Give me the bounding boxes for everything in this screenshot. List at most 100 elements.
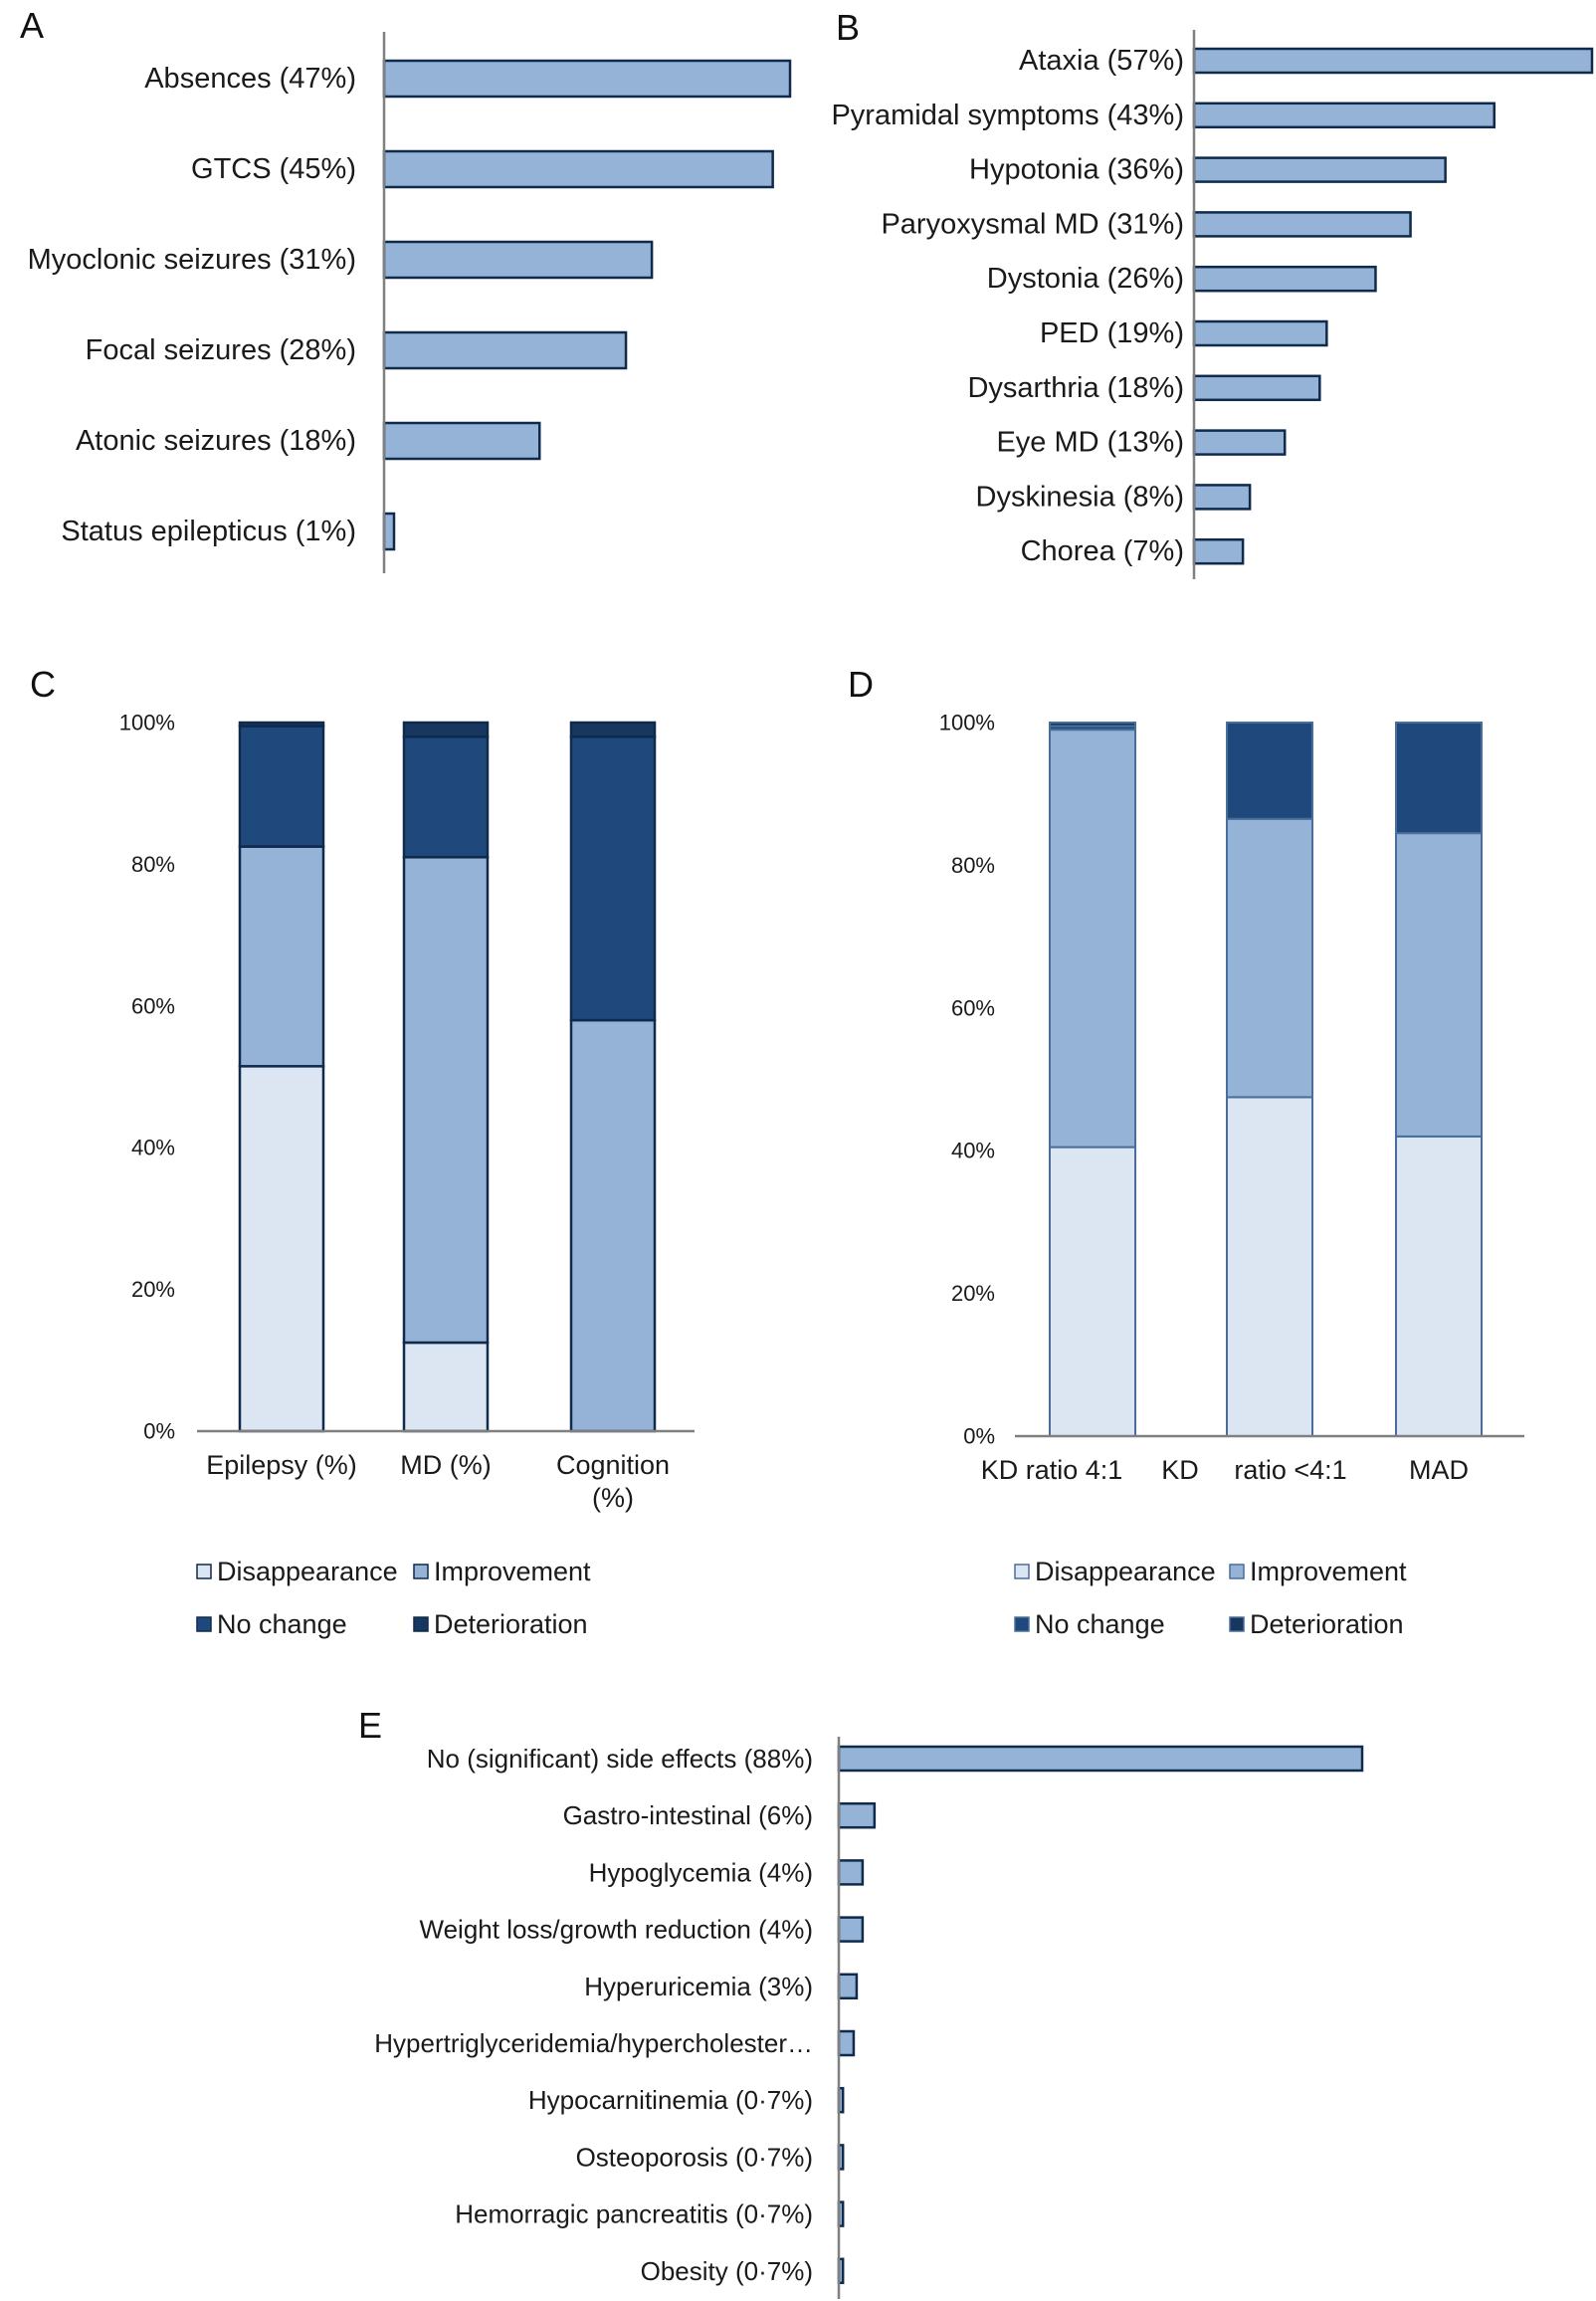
- chart-panel-b: Ataxia (57%) Pyramidal symptoms (43%) Hypo…: [831, 30, 1594, 579]
- panel-d-legend-label: Deterioration: [1250, 1609, 1404, 1639]
- panel-b-category-label: Paryoxysmal MD (31%): [881, 208, 1184, 240]
- panel-c-bar-segment: [569, 721, 657, 738]
- panel-b-category-label: Pyramidal symptoms (43%): [831, 100, 1184, 131]
- panel-a-category-label: Atonic seizures (18%): [76, 425, 356, 457]
- panel-b-bar: [1192, 319, 1328, 347]
- panel-d-bar-segment: [1395, 832, 1483, 1138]
- panel-d-legend-label: Improvement: [1250, 1557, 1407, 1586]
- panel-c-legend-label: Improvement: [434, 1557, 591, 1586]
- panel-d-xcat-label: KD: [1161, 1455, 1199, 1485]
- panel-d-bar-segment: [1049, 1146, 1136, 1437]
- panel-b-bar: [1192, 374, 1321, 402]
- panel-d-xcat-label: MAD: [1409, 1455, 1469, 1485]
- chart-panel-c: 0% 20% 40% 60% 80% 100% Disappearance Improveme…: [119, 711, 695, 1639]
- panel-a-bar: [382, 330, 628, 370]
- panel-c-ytick-label: 60%: [131, 993, 175, 1018]
- panel-a-bar: [382, 421, 541, 461]
- panel-d-legend-swatch: [1229, 1616, 1245, 1632]
- panel-c-bar-segment: [402, 856, 490, 1345]
- panel-d-legend-swatch: [1229, 1564, 1245, 1579]
- panel-d-legend-swatch: [1014, 1564, 1030, 1579]
- panel-c-legend-swatch: [413, 1616, 429, 1632]
- panel-d-bar-segment: [1395, 722, 1483, 835]
- panel-c-xcat-label: Epilepsy (%): [206, 1450, 357, 1480]
- panel-b-bar: [1192, 537, 1245, 565]
- panel-b-category-label: PED (19%): [1040, 317, 1184, 349]
- panel-b-bar: [1192, 156, 1447, 183]
- panel-e-bar: [837, 2029, 856, 2057]
- panel-b-bar: [1192, 429, 1287, 456]
- panel-d-ytick-label: 40%: [951, 1139, 995, 1163]
- panel-b-bar: [1192, 484, 1252, 511]
- panel-c-legend-label: Disappearance: [217, 1557, 398, 1586]
- panel-c-bar-segment: [238, 1065, 325, 1433]
- panel-a-bar: [382, 512, 396, 551]
- panel-c-bar-segment: [402, 721, 490, 738]
- panel-c-bar-segment: [238, 725, 325, 848]
- panel-letter-d: D: [848, 664, 874, 705]
- panel-b-category-label: Chorea (7%): [1021, 535, 1184, 567]
- panel-c-legend-swatch: [413, 1564, 429, 1579]
- panel-a-category-label: Status epilepticus (1%): [61, 516, 356, 547]
- panel-e-category-label: Weight loss/growth reduction (4%): [420, 1915, 813, 1945]
- panel-b-bar: [1192, 102, 1496, 129]
- panel-c-xcat-label: Cognition: [556, 1450, 670, 1480]
- chart-panel-a: Absences (47%) GTCS (45%) Myoclonic seizur…: [28, 32, 792, 573]
- panel-a-bar: [382, 149, 774, 189]
- panel-a-category-label: Absences (47%): [144, 63, 356, 95]
- panel-d-bar-segment: [1226, 817, 1313, 1099]
- panel-b-bar: [1192, 47, 1594, 75]
- panel-e-category-label: Hyperuricemia (3%): [584, 1972, 813, 2001]
- panel-e-category-label: Gastro-intestinal (6%): [563, 1800, 813, 1830]
- panel-b-bar: [1192, 265, 1377, 293]
- panel-a-category-label: GTCS (45%): [191, 153, 356, 185]
- panel-e-bar: [837, 1916, 865, 1943]
- panel-a-category-label: Focal seizures (28%): [86, 334, 356, 366]
- panel-b-category-label: Dystonia (26%): [987, 263, 1184, 295]
- panel-letter-e: E: [358, 1705, 382, 1746]
- panel-c-legend-swatch: [196, 1564, 212, 1579]
- panel-d-bar-segment: [1395, 1135, 1483, 1437]
- panel-e-bar: [837, 1801, 877, 1829]
- panel-e-bar: [837, 1745, 1364, 1773]
- panel-a-category-label: Myoclonic seizures (31%): [28, 244, 356, 276]
- panel-b-bar: [1192, 211, 1412, 238]
- panel-e-category-label: Hypertriglyceridemia/hypercholester…: [374, 2028, 813, 2058]
- panel-d-bar-segment: [1226, 722, 1313, 820]
- panel-letter-a: A: [20, 5, 44, 46]
- panel-c-bar-segment: [402, 734, 490, 859]
- panel-b-category-label: Hypotonia (36%): [969, 154, 1184, 186]
- panel-c-ytick-label: 0%: [143, 1419, 175, 1444]
- chart-panel-d: 0% 20% 40% 60% 80% 100% Disappearance Improveme…: [939, 711, 1524, 1639]
- panel-d-bar-segment: [1049, 729, 1136, 1149]
- panel-d-ytick-label: 100%: [939, 711, 995, 735]
- panel-e-category-label: Hypocarnitinemia (0·7%): [528, 2085, 813, 2115]
- panel-b-category-label: Eye MD (13%): [996, 427, 1184, 459]
- panel-b-category-label: Ataxia (57%): [1019, 45, 1184, 77]
- panel-d-ytick-label: 80%: [951, 853, 995, 878]
- panel-d-bar-segment: [1226, 1096, 1313, 1438]
- panel-d-xcat-label: KD ratio 4:1: [981, 1455, 1123, 1485]
- panel-c-bar-segment: [402, 1341, 490, 1433]
- panel-letter-c: C: [30, 664, 56, 705]
- panel-d-bar-segment: [1049, 722, 1136, 728]
- panel-a-bar: [382, 240, 654, 280]
- panel-c-xcat-label: MD (%): [400, 1450, 491, 1480]
- panel-c-ytick-label: 20%: [131, 1277, 175, 1302]
- panel-c-ytick-label: 100%: [119, 711, 175, 735]
- panel-c-legend-label: No change: [217, 1609, 347, 1639]
- panel-c-bar-segment: [569, 734, 657, 1022]
- panel-b-category-label: Dysarthria (18%): [967, 372, 1184, 404]
- panel-d-ytick-label: 60%: [951, 995, 995, 1020]
- panel-e-bar: [837, 1973, 859, 2000]
- panel-a-bar: [382, 59, 792, 99]
- panel-e-bar: [837, 1859, 865, 1886]
- panel-d-legend-swatch: [1014, 1616, 1030, 1632]
- panel-c-ytick-label: 80%: [131, 852, 175, 877]
- panel-c-legend-label: Deterioration: [434, 1609, 588, 1639]
- panel-c-ytick-label: 40%: [131, 1136, 175, 1160]
- panel-e-category-label: Osteoporosis (0·7%): [576, 2142, 813, 2172]
- panel-c-bar-segment: [569, 1018, 657, 1433]
- panel-letter-b: B: [836, 7, 860, 48]
